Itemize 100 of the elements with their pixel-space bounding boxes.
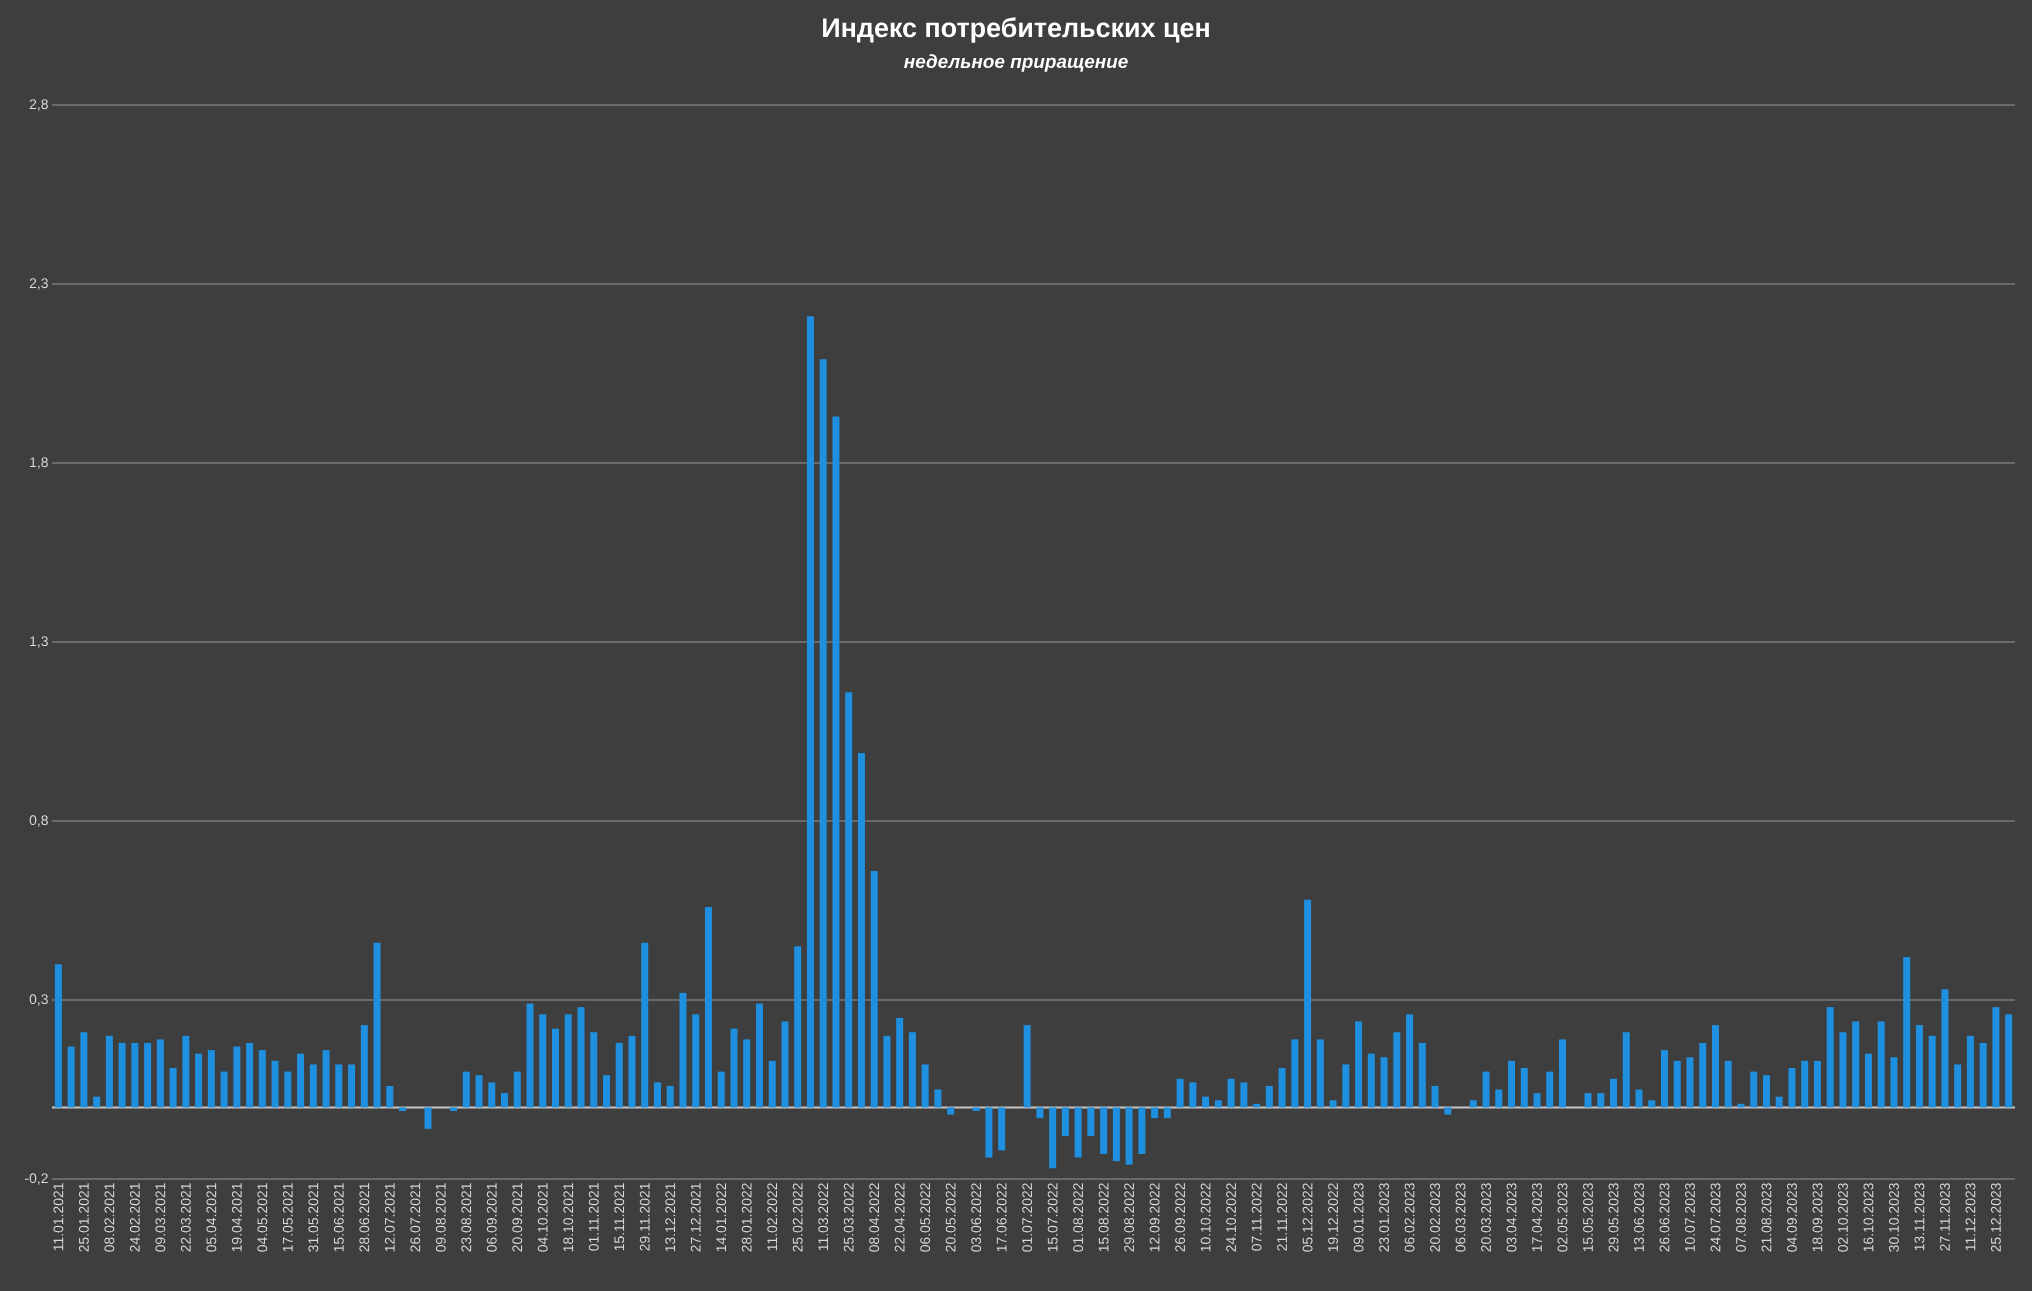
bar bbox=[1597, 1093, 1605, 1108]
x-tick-label: 26.06.2023 bbox=[1659, 1183, 1670, 1252]
bar bbox=[794, 946, 802, 1108]
x-tick-label: 03.06.2022 bbox=[971, 1183, 982, 1252]
x-tick-label: 16.10.2023 bbox=[1863, 1183, 1874, 1252]
x-tick-label: 25.02.2022 bbox=[792, 1183, 803, 1252]
x-tick-label: 18.10.2021 bbox=[563, 1183, 574, 1252]
bar bbox=[1431, 1085, 1439, 1108]
bar bbox=[1316, 1039, 1324, 1108]
bar bbox=[207, 1050, 215, 1108]
x-tick-label: 09.08.2021 bbox=[435, 1183, 446, 1252]
bar bbox=[348, 1064, 356, 1108]
bar bbox=[1329, 1100, 1337, 1108]
bar bbox=[513, 1071, 521, 1108]
bar bbox=[1495, 1089, 1503, 1108]
bar bbox=[1508, 1060, 1516, 1108]
bar bbox=[857, 752, 865, 1108]
bar bbox=[998, 1107, 1006, 1151]
x-tick-label: 14.01.2022 bbox=[716, 1183, 727, 1252]
y-tick-label: 0,8 bbox=[29, 815, 48, 827]
bar bbox=[284, 1071, 292, 1108]
bar bbox=[1584, 1093, 1592, 1108]
y-tick-label: 1,3 bbox=[30, 636, 48, 648]
bar bbox=[1915, 1025, 1923, 1108]
bar bbox=[271, 1060, 279, 1108]
bar bbox=[1342, 1064, 1350, 1108]
x-tick-label: 02.05.2023 bbox=[1557, 1183, 1568, 1252]
bar bbox=[526, 1003, 534, 1108]
bar bbox=[1724, 1060, 1732, 1108]
bar bbox=[1418, 1042, 1426, 1108]
bar bbox=[1023, 1025, 1031, 1108]
bar bbox=[1189, 1082, 1197, 1108]
y-tick-label: 2,8 bbox=[29, 99, 48, 111]
bar bbox=[1546, 1071, 1554, 1108]
x-tick-label: 11.01.2021 bbox=[53, 1183, 64, 1251]
bar bbox=[1469, 1100, 1477, 1108]
bar bbox=[475, 1075, 483, 1108]
bar bbox=[1635, 1089, 1643, 1108]
bar bbox=[1240, 1082, 1248, 1108]
bar bbox=[233, 1046, 241, 1108]
bar bbox=[258, 1050, 266, 1108]
bar bbox=[1100, 1107, 1108, 1154]
bar bbox=[1864, 1053, 1872, 1108]
x-tick-label: 25.12.2023 bbox=[1990, 1183, 2001, 1252]
bar bbox=[1941, 989, 1949, 1108]
bar bbox=[1966, 1035, 1974, 1108]
x-tick-label: 06.02.2023 bbox=[1404, 1183, 1415, 1252]
bar bbox=[1801, 1060, 1809, 1108]
x-tick-label: 29.11.2021 bbox=[639, 1183, 650, 1251]
bar bbox=[602, 1075, 610, 1108]
bar bbox=[501, 1093, 509, 1108]
bar bbox=[1762, 1075, 1770, 1108]
bar bbox=[1533, 1093, 1541, 1108]
bar bbox=[1610, 1078, 1618, 1108]
bar bbox=[1622, 1032, 1630, 1108]
x-tick-label: 04.10.2021 bbox=[537, 1183, 548, 1252]
x-tick-label: 12.09.2022 bbox=[1149, 1183, 1160, 1252]
x-tick-label: 17.06.2022 bbox=[996, 1183, 1007, 1252]
x-tick-label: 13.06.2023 bbox=[1634, 1183, 1644, 1252]
bar bbox=[488, 1082, 496, 1108]
bar bbox=[105, 1035, 113, 1108]
bar bbox=[1954, 1064, 1962, 1108]
x-tick-label: 24.07.2023 bbox=[1710, 1183, 1721, 1252]
bar bbox=[386, 1085, 394, 1108]
x-tick-label: 02.10.2023 bbox=[1838, 1183, 1848, 1252]
bar bbox=[1750, 1071, 1758, 1108]
bar bbox=[692, 1014, 700, 1108]
bar bbox=[679, 992, 687, 1108]
bar bbox=[870, 871, 878, 1108]
bar bbox=[1304, 899, 1312, 1108]
x-tick-label: 15.08.2022 bbox=[1098, 1183, 1109, 1252]
bar bbox=[1278, 1068, 1286, 1108]
bar bbox=[1559, 1039, 1567, 1108]
x-tick-label: 09.03.2021 bbox=[155, 1183, 166, 1252]
bar bbox=[131, 1042, 139, 1108]
bar bbox=[628, 1035, 636, 1108]
bar bbox=[80, 1032, 88, 1108]
bar bbox=[399, 1107, 407, 1111]
x-tick-label: 22.04.2022 bbox=[894, 1183, 905, 1252]
bar bbox=[768, 1060, 776, 1108]
bar bbox=[424, 1107, 432, 1129]
bar bbox=[730, 1028, 738, 1108]
bar bbox=[1877, 1021, 1885, 1108]
x-tick-label: 07.11.2022 bbox=[1251, 1183, 1262, 1251]
bar bbox=[1813, 1060, 1821, 1108]
bar bbox=[755, 1003, 763, 1108]
bar bbox=[1380, 1057, 1388, 1108]
x-tick-label: 24.10.2022 bbox=[1226, 1183, 1237, 1252]
bar bbox=[1367, 1053, 1375, 1108]
bar bbox=[322, 1050, 330, 1108]
y-tick-label: 2,3 bbox=[29, 278, 48, 290]
bar bbox=[169, 1068, 177, 1108]
bar bbox=[1291, 1039, 1299, 1108]
bar bbox=[564, 1014, 572, 1108]
bar bbox=[934, 1089, 942, 1108]
bar bbox=[972, 1107, 980, 1111]
bar bbox=[832, 416, 840, 1108]
bar bbox=[1673, 1060, 1681, 1108]
x-tick-label: 29.05.2023 bbox=[1608, 1183, 1619, 1252]
bar bbox=[373, 942, 381, 1108]
